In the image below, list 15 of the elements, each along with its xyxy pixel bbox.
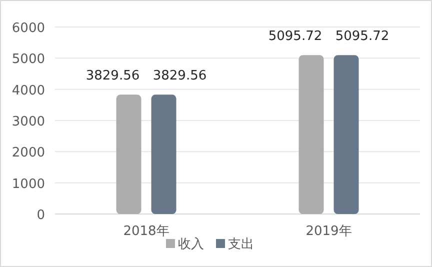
y-tick-label: 2000 [12, 146, 45, 161]
y-tick-label: 6000 [12, 21, 45, 36]
data-label: 3829.56 [86, 68, 140, 84]
y-tick-label: 1000 [12, 176, 45, 192]
y-tick-label: 3000 [12, 114, 45, 130]
data-label: 5095.72 [268, 29, 322, 44]
x-tick-label: 2019年 [306, 224, 352, 239]
legend-label: 支出 [228, 237, 254, 252]
data-label: 3829.56 [152, 68, 207, 84]
legend-label: 收入 [178, 237, 204, 252]
y-tick-label: 5000 [12, 52, 45, 68]
y-tick-label: 0 [36, 208, 45, 223]
y-tick-label: 4000 [12, 83, 45, 98]
x-tick-label: 2018年 [123, 224, 170, 239]
data-label: 5095.72 [335, 29, 390, 44]
